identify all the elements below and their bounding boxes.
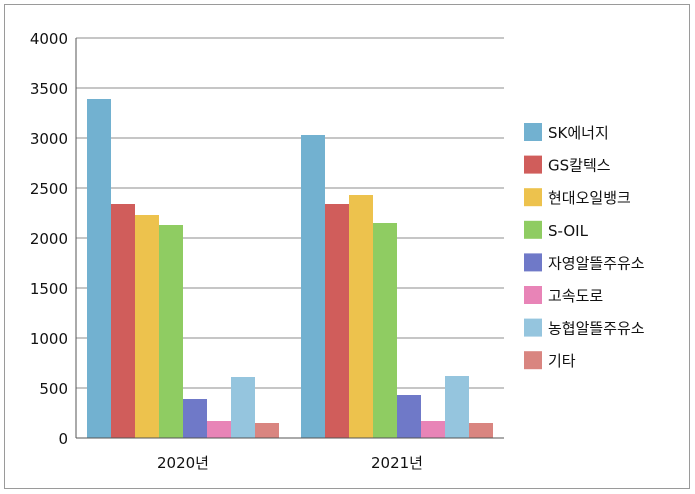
bar — [87, 99, 111, 438]
legend-label: 농협알뜰주유소 — [548, 320, 645, 338]
legend-label: 고속도로 — [548, 287, 603, 305]
bar — [159, 225, 183, 438]
y-tick-label: 2500 — [30, 180, 68, 198]
y-tick-label: 2000 — [30, 230, 68, 248]
y-axis: 0 500 1000 1500 2000 2500 3000 3500 4000 — [30, 30, 77, 448]
bar — [421, 421, 445, 438]
bar — [111, 204, 135, 438]
bar — [349, 195, 373, 438]
bar — [373, 223, 397, 438]
bar — [207, 421, 231, 438]
bar — [469, 423, 493, 438]
legend-label: GS칼텍스 — [548, 157, 611, 175]
legend-swatch — [524, 318, 542, 337]
legend-swatch — [524, 220, 542, 239]
x-tick-label: 2021년 — [371, 454, 423, 472]
x-axis: 2020년 2021년 — [76, 437, 504, 472]
bar — [301, 135, 325, 438]
legend-label: 기타 — [548, 352, 576, 370]
y-tick-label: 0 — [58, 430, 68, 448]
y-tick-label: 1500 — [30, 280, 68, 298]
legend-label: 현대오일뱅크 — [548, 189, 631, 207]
y-tick-label: 500 — [39, 380, 68, 398]
y-tick-label: 4000 — [30, 30, 68, 48]
bar — [445, 376, 469, 438]
y-tick-label: 3000 — [30, 130, 68, 148]
y-tick-label: 3500 — [30, 80, 68, 98]
legend-swatch — [524, 123, 542, 141]
legend-swatch — [524, 188, 542, 207]
bar — [255, 423, 279, 438]
legend-swatch — [524, 155, 542, 174]
bars — [87, 99, 493, 438]
legend-swatch — [524, 286, 542, 304]
y-tick-label: 1000 — [30, 330, 68, 348]
bar — [325, 204, 349, 438]
legend-label: SK에너지 — [548, 124, 609, 142]
legend-swatch — [524, 351, 542, 370]
bar — [183, 399, 207, 438]
legend-swatch — [524, 253, 542, 272]
legend-label: 자영알뜰주유소 — [548, 254, 645, 272]
bar — [397, 395, 421, 438]
legend-label: S-OIL — [548, 222, 589, 240]
bar — [231, 377, 255, 438]
x-tick-label: 2020년 — [157, 454, 209, 472]
bar — [135, 215, 159, 438]
